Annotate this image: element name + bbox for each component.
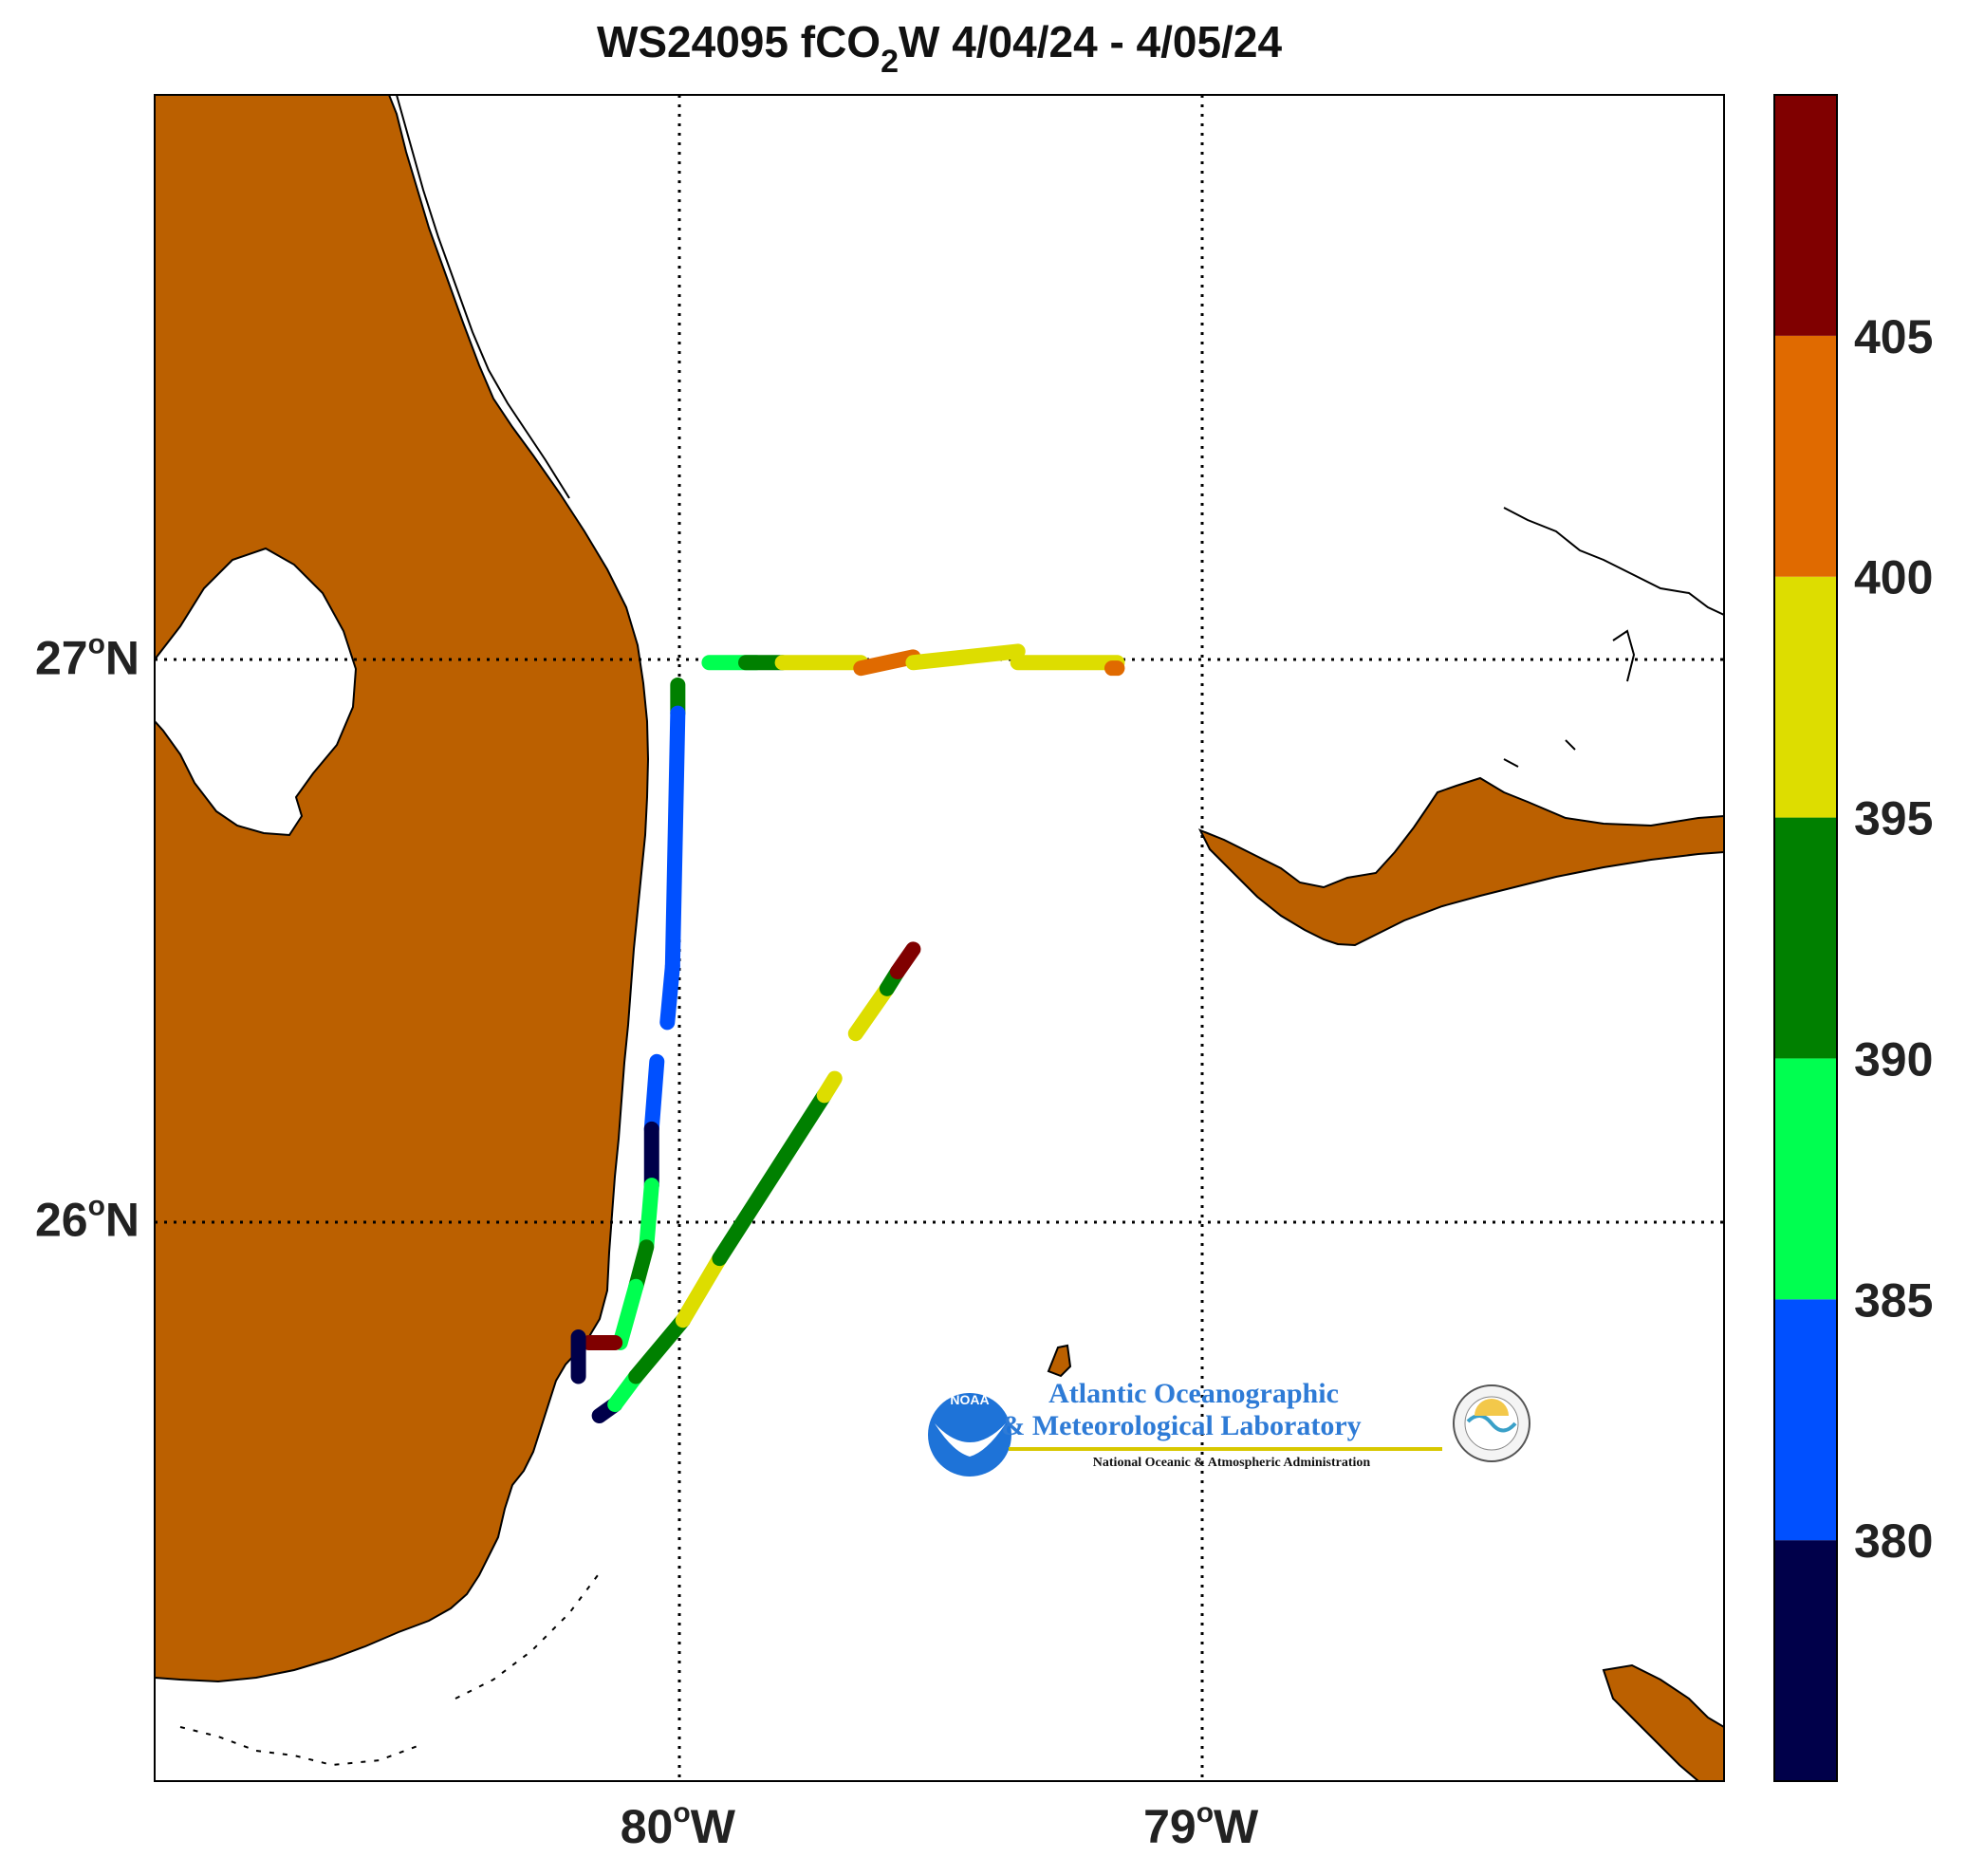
bimini-cay [1047, 1344, 1072, 1378]
logo-line-1: Atlantic Oceanographic [1048, 1378, 1339, 1409]
colorbar-band [1774, 817, 1837, 1059]
colorbar-tick-labels: 380 385 390 395 400 405 [1854, 310, 1933, 1568]
lat-tick-label: 26oN [35, 1191, 139, 1247]
colorbar-band [1774, 576, 1837, 818]
colorbar-frame [1773, 94, 1838, 1782]
title-suffix: W 4/04/24 - 4/05/24 [899, 17, 1282, 66]
florida-keys-mangroves [179, 1574, 599, 1767]
track-segment [664, 705, 686, 975]
barrier-island-channel [396, 95, 570, 499]
noaa-badge-text: NOAA [950, 1392, 989, 1407]
lat-tick-label: 27oN [35, 628, 139, 684]
lon-tick-label: 79oW [1143, 1797, 1259, 1853]
noaa-logo-icon [928, 1393, 1011, 1477]
grand-bahama-island [1197, 776, 1724, 947]
lake-okeechobee [155, 547, 358, 837]
title-subscript: 2 [881, 44, 899, 80]
map-title: WS24095 fCO2W 4/04/24 - 4/05/24 [597, 17, 1282, 80]
abaco-islets [1503, 507, 1724, 768]
colorbar-band [1774, 1540, 1837, 1781]
lon-axis-labels: 80oW 79oW [621, 1797, 1259, 1853]
track-segment [816, 1070, 843, 1104]
doc-seal-sun-icon [1474, 1399, 1509, 1416]
grid-lines [155, 95, 1724, 1781]
logo-line-3: National Oceanic & Atmospheric Administr… [1093, 1456, 1371, 1470]
track-segment [612, 1278, 644, 1350]
track-segment [675, 1251, 728, 1328]
track-segment [889, 941, 921, 980]
andros-island [1602, 1663, 1724, 1781]
track-segment [853, 649, 921, 677]
colorbar-band [1774, 1058, 1837, 1300]
track-segment [847, 980, 895, 1042]
colorbar-band [1774, 335, 1837, 577]
title-prefix: WS24095 fCO [597, 17, 881, 66]
track-segment [712, 1087, 832, 1267]
ship-tracks [570, 643, 1125, 1423]
noaa-bird-icon [935, 1423, 1006, 1457]
colorbar-tick-label: 400 [1854, 551, 1933, 604]
aoml-logo: NOAA Atlantic Oceanographic & Meteorolog… [928, 1378, 1530, 1477]
lon-tick-label: 80oW [621, 1797, 736, 1853]
track-segment [643, 1053, 665, 1137]
plot-frame [154, 94, 1725, 1782]
colorbar-band [1774, 1299, 1837, 1541]
plot-area [155, 95, 1724, 1781]
colorbar-band [1774, 95, 1837, 336]
colorbar [1774, 95, 1837, 1781]
colorbar-tick-label: 395 [1854, 792, 1933, 845]
colorbar-tick-label: 390 [1854, 1032, 1933, 1086]
track-segment [639, 1178, 659, 1255]
track-segment [628, 1312, 691, 1384]
colorbar-tick-label: 405 [1854, 310, 1933, 363]
track-segment [659, 958, 680, 1031]
florida-landmass [155, 95, 650, 1683]
track-segment [905, 643, 1026, 671]
doc-seal-wave-icon [1466, 1414, 1517, 1433]
colorbar-tick-label: 385 [1854, 1273, 1933, 1327]
lat-axis-labels: 27oN 26oN [35, 628, 139, 1246]
colorbar-tick-label: 380 [1854, 1514, 1933, 1568]
logo-line-2: & Meteorological Laboratory [1001, 1410, 1361, 1441]
